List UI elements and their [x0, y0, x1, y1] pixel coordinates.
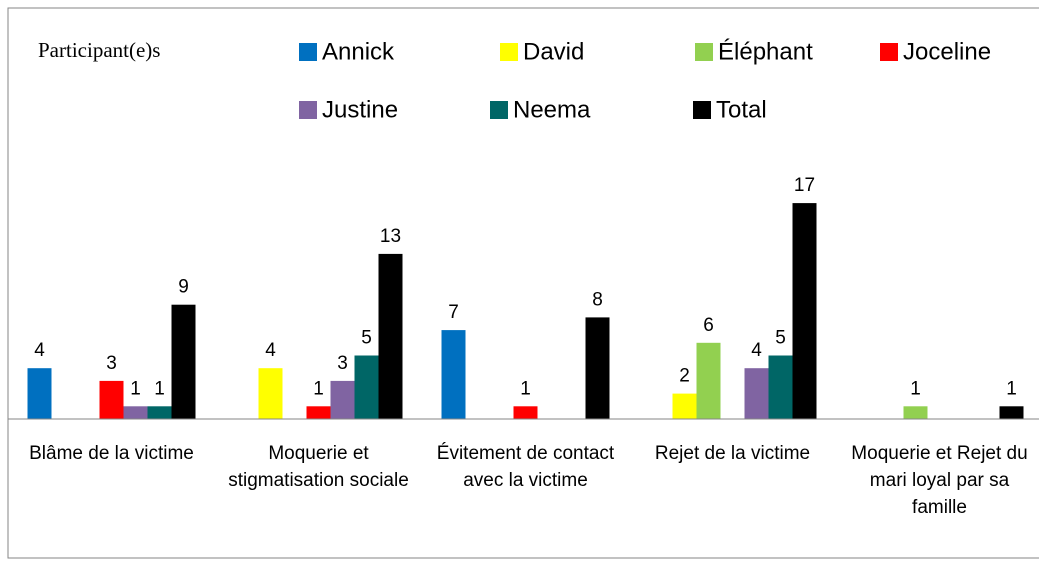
legend-title: Participant(e)s: [38, 38, 160, 62]
legend-label: Total: [716, 96, 767, 123]
legend-label: Joceline: [903, 38, 991, 65]
legend-label: Annick: [322, 38, 395, 65]
value-label: 3: [337, 353, 348, 374]
value-label: 3: [106, 353, 117, 374]
value-label: 5: [775, 328, 786, 349]
value-label: 1: [1006, 378, 1017, 399]
value-label: 1: [154, 378, 165, 399]
legend-swatch: [880, 43, 898, 61]
value-label: 9: [178, 277, 189, 298]
value-label: 8: [592, 289, 603, 310]
bar: [513, 406, 538, 419]
x-tick-label: Rejet de la victime: [654, 443, 811, 464]
legend-swatch: [693, 101, 711, 119]
x-tick-label: Moquerie et stigmatisation sociale: [228, 443, 409, 491]
value-label: 1: [130, 378, 141, 399]
chart-border: [7, 7, 1039, 559]
bar: [441, 330, 466, 419]
bar: [354, 355, 379, 419]
value-label: 5: [361, 328, 372, 349]
x-tick-label: Moquerie et Rejet du mari loyal par sa f…: [851, 443, 1028, 518]
bar: [330, 380, 355, 419]
value-label: 1: [520, 378, 531, 399]
legend-label: Éléphant: [718, 38, 813, 65]
bar: [744, 368, 769, 419]
bar: [27, 368, 52, 419]
value-label: 4: [265, 340, 276, 361]
value-label: 6: [703, 315, 714, 336]
bar: [672, 393, 697, 419]
value-label: 7: [448, 302, 459, 323]
x-tick-label: Évitement de contact avec la victime: [436, 443, 615, 491]
value-label: 17: [794, 175, 815, 196]
value-label: 2: [679, 366, 690, 387]
bar: [903, 406, 928, 419]
legend-label: Neema: [513, 96, 591, 123]
value-label: 1: [910, 378, 921, 399]
bar: [306, 406, 331, 419]
legend-swatch: [695, 43, 713, 61]
bar: [696, 342, 721, 419]
legend-swatch: [299, 43, 317, 61]
value-label: 1: [313, 378, 324, 399]
legend-swatch: [490, 101, 508, 119]
bar: [585, 317, 610, 419]
bar: [258, 368, 283, 419]
legend-swatch: [299, 101, 317, 119]
value-label: 4: [34, 340, 45, 361]
bar: [792, 203, 817, 419]
legend-swatch: [500, 43, 518, 61]
value-label: 4: [751, 340, 762, 361]
bar: [768, 355, 793, 419]
legend-label: Justine: [322, 96, 398, 123]
bar: [171, 304, 196, 419]
legend-label: David: [523, 38, 584, 65]
bar: [378, 253, 403, 419]
bar: [999, 406, 1024, 419]
bar: [99, 380, 124, 419]
bar: [147, 406, 172, 419]
value-label: 13: [380, 226, 401, 247]
bar: [123, 406, 148, 419]
x-tick-label: Blâme de la victime: [29, 443, 194, 464]
